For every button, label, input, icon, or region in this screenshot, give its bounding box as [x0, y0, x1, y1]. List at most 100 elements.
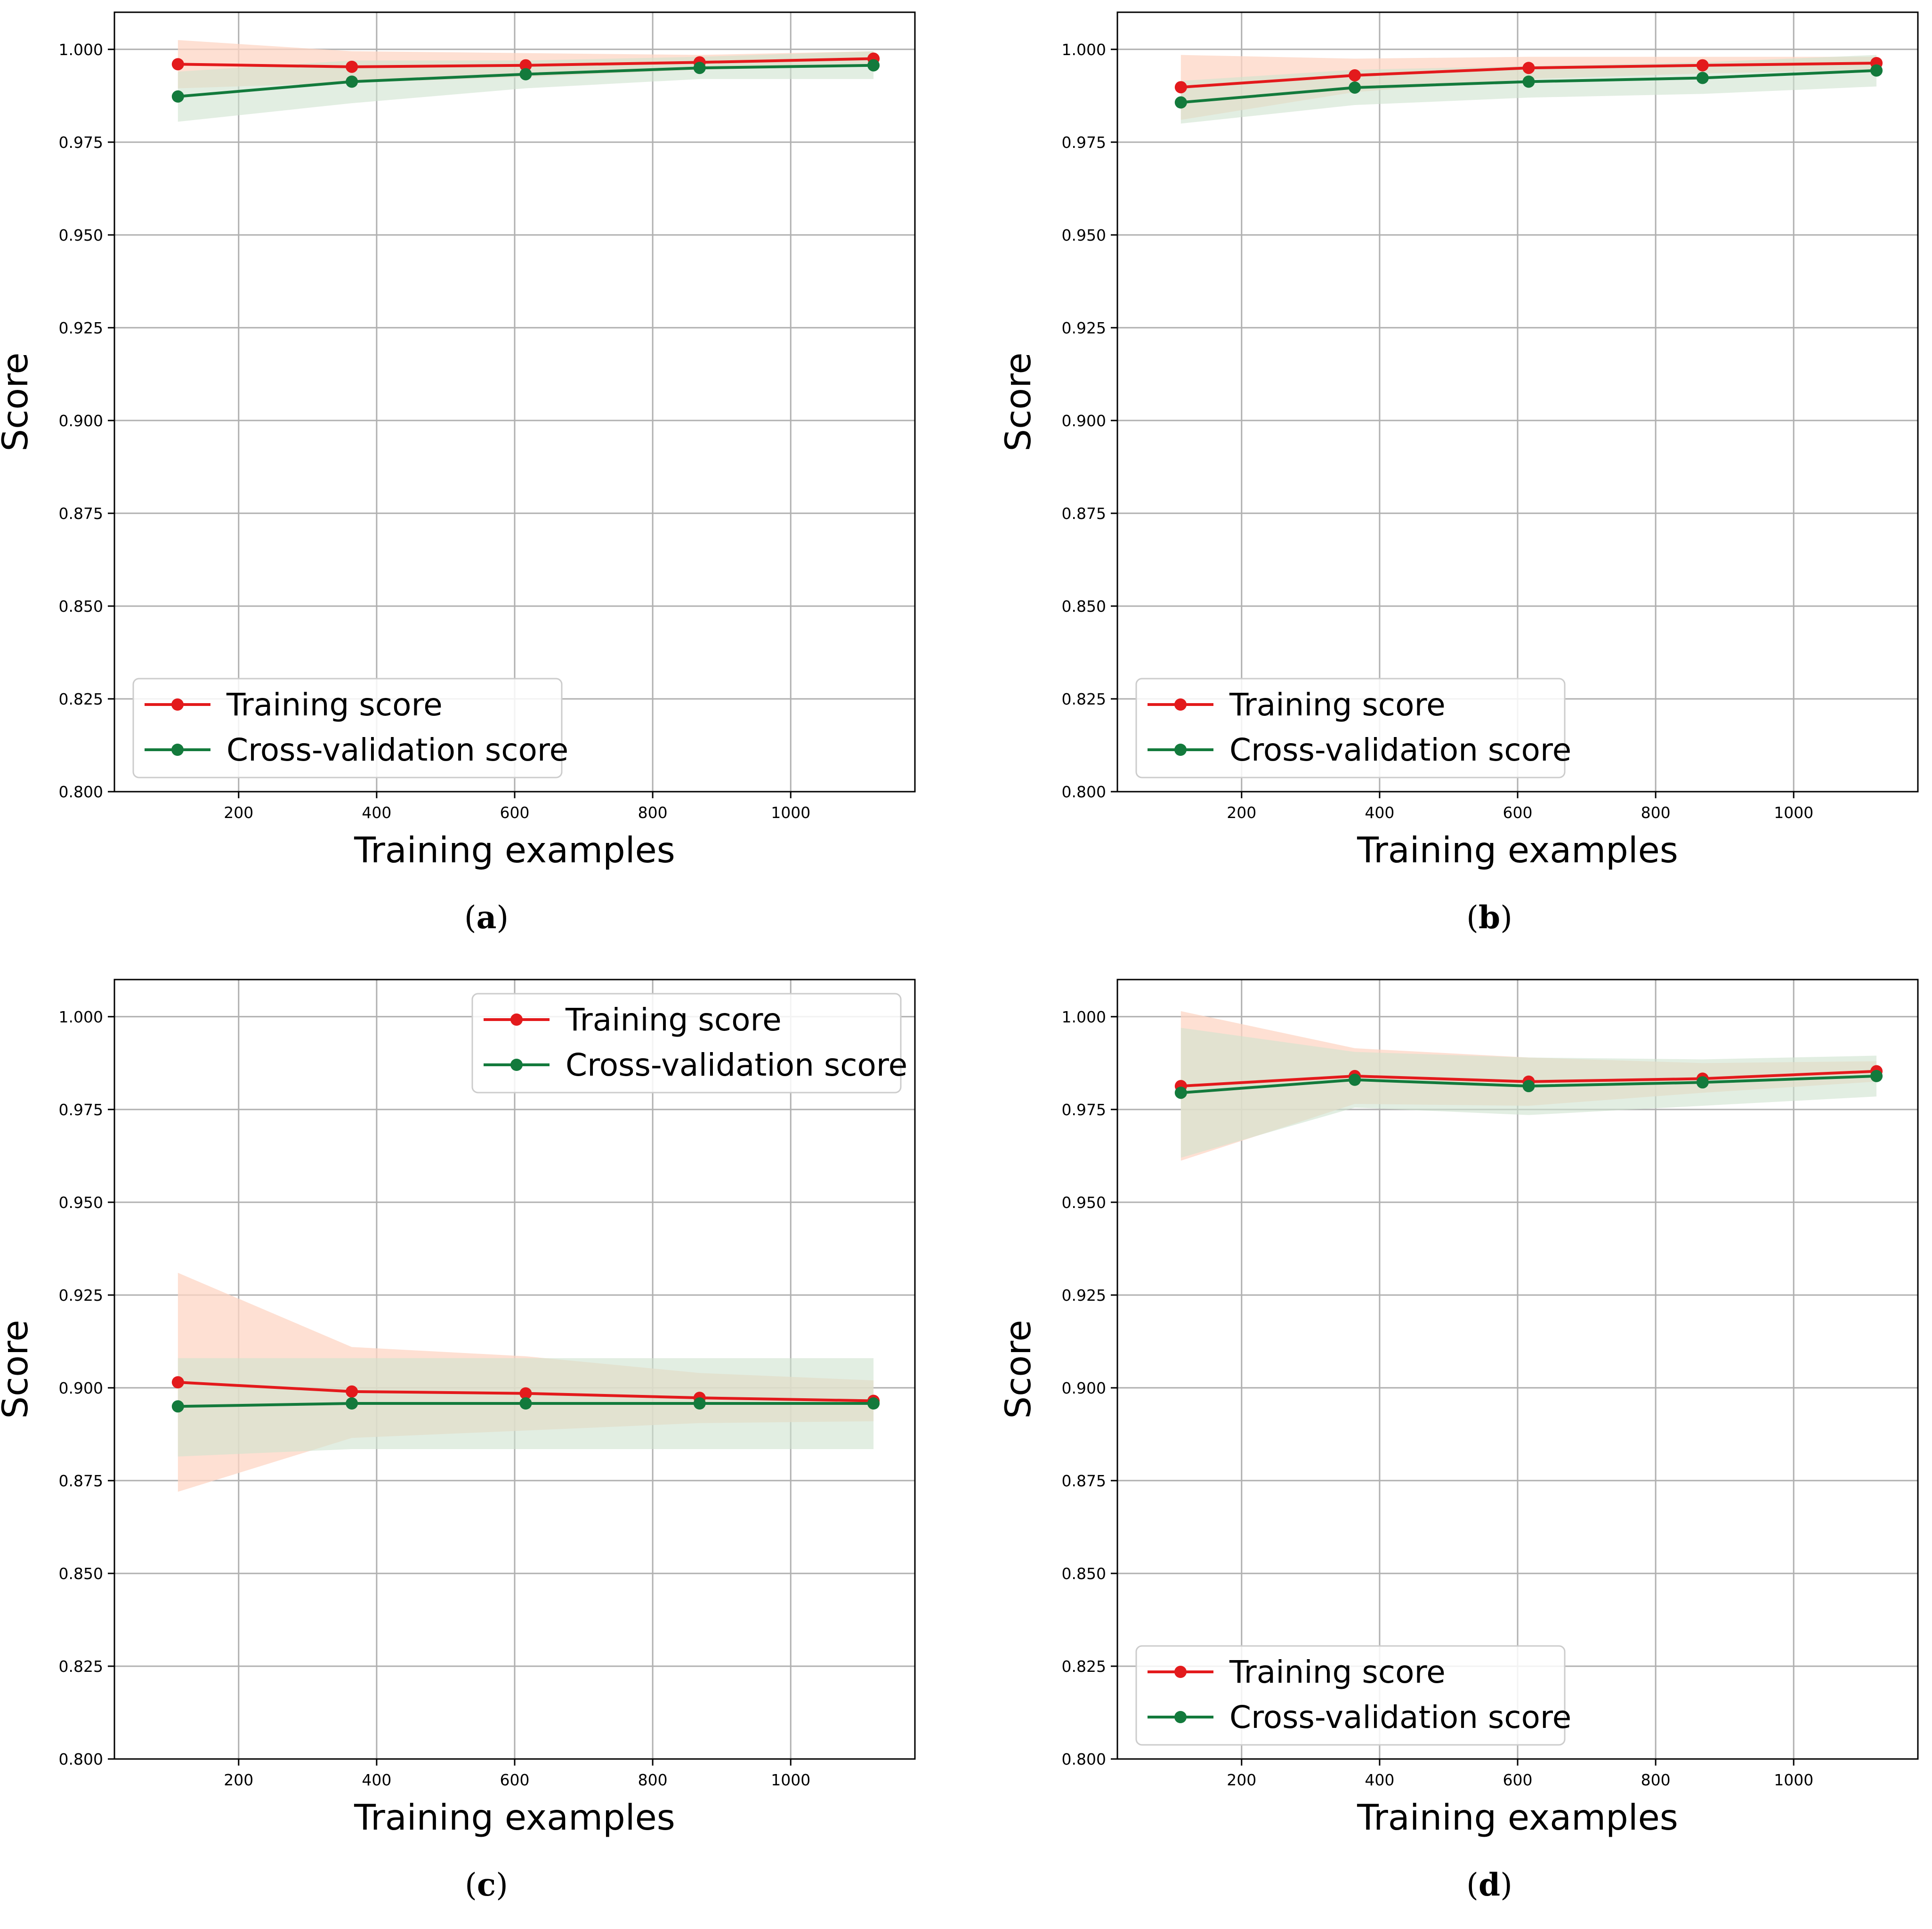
y-tick-label: 1.000 [59, 1008, 103, 1026]
y-tick-label: 0.875 [1062, 504, 1106, 523]
y-tick-label: 0.875 [1062, 1472, 1106, 1490]
legend: Training score Cross-validation score [1135, 678, 1571, 778]
training-score-point [1696, 59, 1709, 72]
training-score-point [519, 1387, 532, 1400]
y-axis-label: Score [997, 352, 1039, 451]
y-axis-label: Score [997, 1320, 1039, 1418]
legend-box [1135, 678, 1566, 778]
y-tick-label: 1.000 [1062, 1008, 1106, 1026]
panel-caption: (c) [465, 1866, 508, 1903]
caption-letter: c [477, 1866, 496, 1903]
x-tick-label: 800 [1641, 1771, 1671, 1789]
cross-validation-score-point [1174, 1086, 1187, 1099]
y-tick-label: 0.850 [1062, 1564, 1106, 1583]
panel-b: 200 400 600 800 1000 0.800 0.825 0.850 0.875 0.90… [997, 11, 1919, 936]
y-tick-label: 0.800 [59, 783, 103, 801]
y-tick-label: 0.975 [1062, 133, 1106, 152]
cross-validation-score-point [867, 59, 880, 72]
y-tick-label: 0.800 [1062, 783, 1106, 801]
training-score-point [171, 1376, 184, 1389]
training-score-point [346, 1385, 358, 1398]
y-tick-label: 0.950 [59, 226, 103, 244]
legend-cross-validation-score-label: Cross-validation score [226, 732, 568, 768]
caption-paren-close: ) [496, 1867, 508, 1903]
y-tick-label: 1.000 [1062, 41, 1106, 59]
y-tick-label: 0.925 [1062, 319, 1106, 337]
cross-validation-score-point [1696, 1076, 1709, 1089]
caption-paren-open: ( [465, 1867, 477, 1903]
cross-validation-score-point [1522, 75, 1535, 88]
cross-validation-score-point [867, 1397, 880, 1410]
legend: Training score Cross-validation score [1135, 1645, 1571, 1746]
y-tick-label: 0.950 [1062, 226, 1106, 244]
y-tick-label: 0.850 [59, 1564, 103, 1583]
y-tick-label: 0.825 [1062, 1657, 1106, 1676]
panel-caption: (a) [464, 899, 509, 936]
y-axis-label: Score [0, 352, 36, 451]
x-tick-label: 800 [638, 803, 668, 822]
caption-letter: a [477, 899, 497, 936]
cross-validation-score-point [346, 1397, 358, 1410]
y-tick-label: 1.000 [59, 41, 103, 59]
y-tick-label: 0.800 [1062, 1750, 1106, 1768]
legend-training-score-label: Training score [1229, 1654, 1446, 1690]
legend-cross-validation-score-label: Cross-validation score [1229, 1699, 1571, 1735]
legend-box [1135, 1645, 1566, 1746]
panel-c: 200 400 600 800 1000 0.800 0.825 0.850 0.875 0.90… [0, 979, 916, 1903]
legend-training-score-label: Training score [565, 1002, 782, 1038]
y-tick-label: 0.975 [59, 133, 103, 152]
x-tick-label: 200 [224, 803, 253, 822]
cross-validation-score-point [1349, 81, 1361, 94]
y-tick-label: 0.825 [59, 690, 103, 708]
y-tick-label: 0.950 [59, 1193, 103, 1212]
y-tick-label: 0.850 [1062, 597, 1106, 616]
x-tick-label: 400 [1365, 803, 1394, 822]
x-tick-label: 400 [1365, 1771, 1394, 1789]
x-tick-label: 200 [1227, 1771, 1256, 1789]
x-tick-label: 400 [362, 1771, 391, 1789]
legend-cross-validation-score-marker [1174, 1711, 1187, 1723]
cross-validation-score-point [1349, 1073, 1361, 1086]
cross-validation-score-point [693, 1397, 706, 1410]
cross-validation-score-point [519, 68, 532, 81]
x-axis-label: Training examples [1357, 1797, 1678, 1838]
y-tick-label: 0.875 [59, 504, 103, 523]
x-tick-label: 200 [1227, 803, 1256, 822]
legend-box [132, 678, 563, 778]
cross-validation-score-point [1696, 72, 1709, 84]
y-tick-label: 0.925 [59, 1286, 103, 1305]
y-tick-label: 0.925 [1062, 1286, 1106, 1305]
x-tick-label: 600 [1503, 803, 1533, 822]
y-tick-label: 0.975 [59, 1101, 103, 1119]
panel-a: 200 400 600 800 1000 0.800 0.825 0.850 0.875 0.90… [0, 11, 916, 936]
x-tick-label: 800 [638, 1771, 668, 1789]
cross-validation-score-point [171, 90, 184, 103]
training-score-point [1522, 62, 1535, 74]
cross-validation-score-point [693, 62, 706, 74]
caption-paren-close: ) [1500, 900, 1512, 936]
training-score-point [171, 58, 184, 71]
x-tick-label: 1000 [1774, 1771, 1813, 1789]
y-tick-label: 0.975 [1062, 1101, 1106, 1119]
caption-paren-open: ( [464, 900, 477, 936]
caption-paren-close: ) [1500, 1867, 1512, 1903]
y-tick-label: 0.825 [59, 1657, 103, 1676]
y-tick-label: 0.825 [1062, 690, 1106, 708]
training-score-point [1349, 69, 1361, 81]
caption-letter: d [1479, 1866, 1500, 1903]
legend: Training score Cross-validation score [132, 678, 568, 778]
legend-training-score-marker [1174, 1666, 1187, 1678]
cross-validation-score-point [1870, 64, 1883, 77]
x-tick-label: 400 [362, 803, 391, 822]
cross-validation-score-point [346, 75, 358, 88]
legend-training-score-label: Training score [226, 687, 443, 723]
panel-d: 200 400 600 800 1000 0.800 0.825 0.850 0.875 0.90… [997, 979, 1919, 1903]
caption-letter: b [1479, 899, 1500, 936]
training-score-point [346, 60, 358, 73]
x-tick-label: 600 [500, 1771, 530, 1789]
x-tick-label: 600 [500, 803, 530, 822]
legend-training-score-marker [1174, 698, 1187, 711]
cross-validation-score-point [1174, 96, 1187, 109]
training-score-point [519, 59, 532, 72]
y-tick-label: 0.925 [59, 319, 103, 337]
